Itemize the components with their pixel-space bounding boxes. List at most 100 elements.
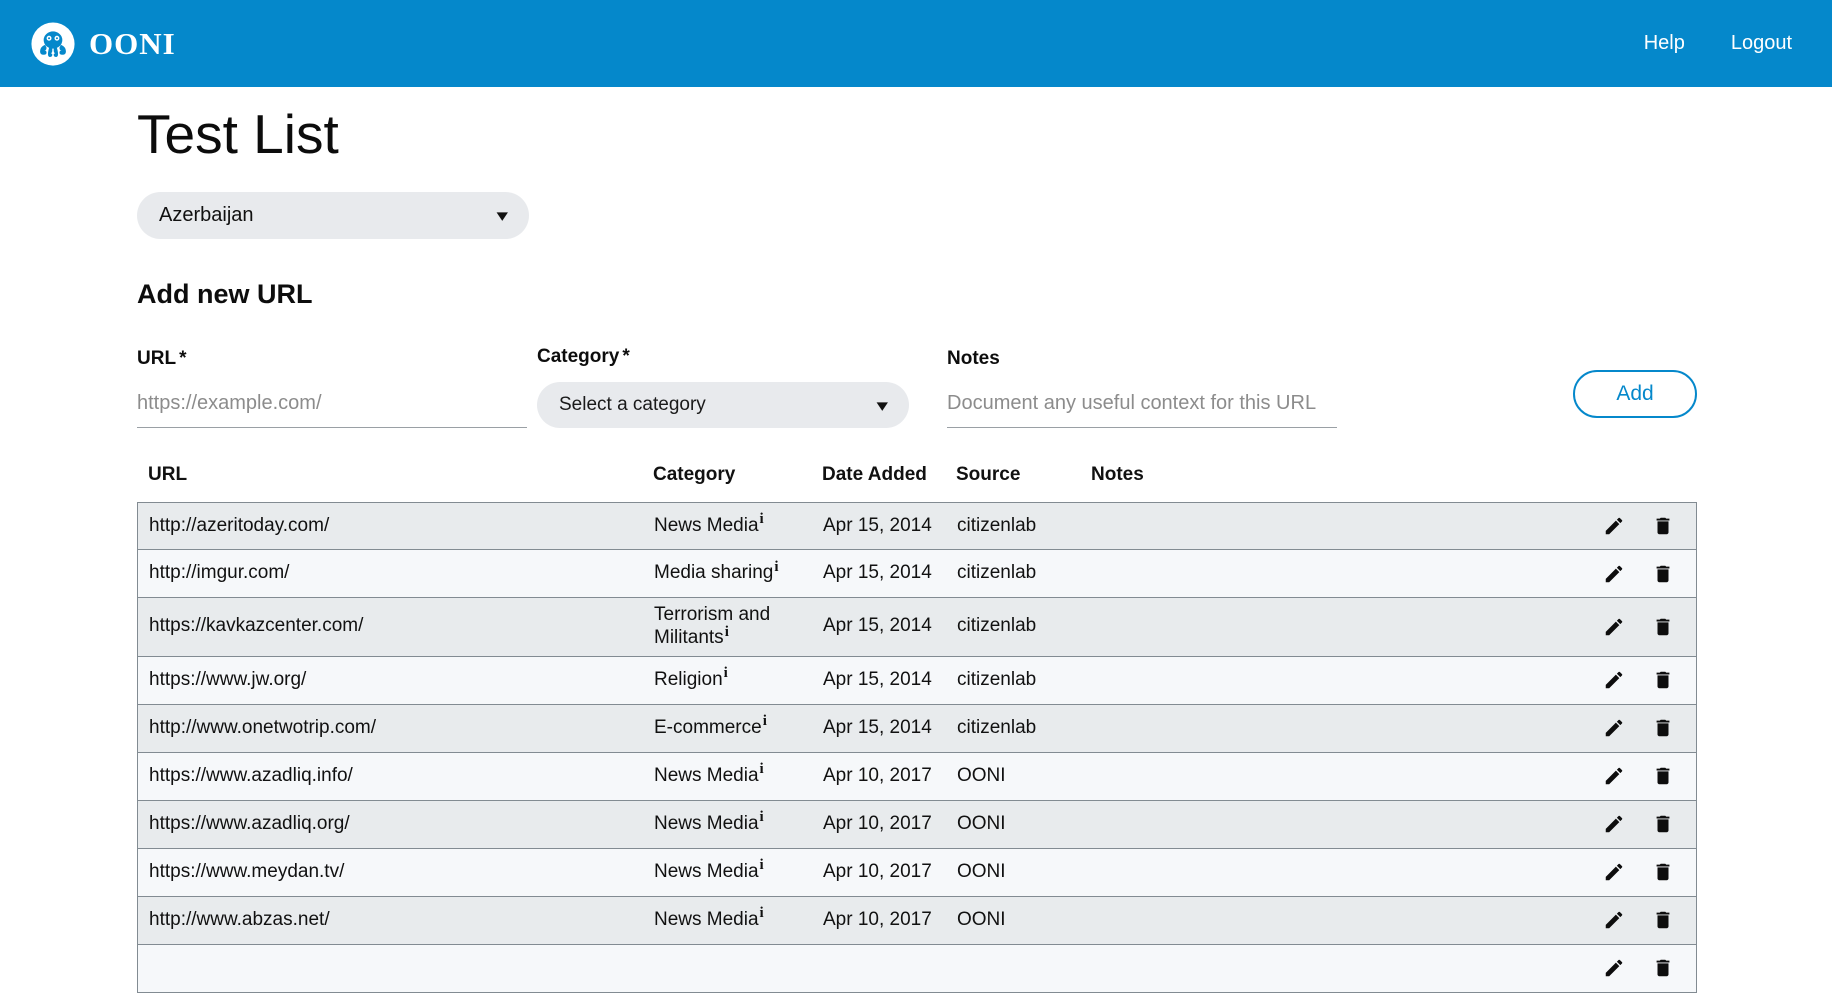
category-text: News Media <box>654 764 759 786</box>
source-cell: citizenlab <box>957 668 1037 690</box>
add-url-form: URL * Category * Select a category ▾ Not… <box>137 346 1697 429</box>
source-cell: OONI <box>957 860 1006 882</box>
trash-icon[interactable] <box>1652 669 1674 691</box>
category-info-icon[interactable]: i <box>759 511 764 528</box>
column-header-notes: Notes <box>1091 464 1144 486</box>
notes-input[interactable] <box>947 384 1337 429</box>
trash-icon[interactable] <box>1652 909 1674 931</box>
notes-cell <box>1092 914 1576 926</box>
pencil-icon[interactable] <box>1603 813 1625 835</box>
column-header-source: Source <box>956 464 1021 486</box>
category-info-icon[interactable]: i <box>759 905 764 922</box>
table-body: http://azeritoday.com/ News Mediai Apr 1… <box>137 502 1697 993</box>
date-added-cell: Apr 10, 2017 <box>823 764 932 786</box>
column-header-url: URL <box>148 464 188 486</box>
table-row: https://kavkazcenter.com/ Terrorism and … <box>137 598 1697 657</box>
table-row: http://azeritoday.com/ News Mediai Apr 1… <box>137 502 1697 551</box>
url-cell: https://kavkazcenter.com/ <box>149 615 364 637</box>
pencil-icon[interactable] <box>1603 616 1625 638</box>
table-row: https://www.meydan.tv/ News Mediai Apr 1… <box>137 848 1697 897</box>
source-cell: citizenlab <box>957 615 1037 637</box>
country-select-value: Azerbaijan <box>159 204 254 227</box>
notes-cell <box>1092 722 1576 734</box>
date-added-cell: Apr 10, 2017 <box>823 860 932 882</box>
pencil-icon[interactable] <box>1603 669 1625 691</box>
url-cell: https://www.azadliq.org/ <box>149 812 350 834</box>
pencil-icon[interactable] <box>1603 563 1625 585</box>
notes-cell <box>1092 866 1576 878</box>
app-header: OONI Help Logout <box>0 0 1832 87</box>
url-field-group: URL * <box>137 348 527 429</box>
table-row: http://imgur.com/ Media sharingi Apr 15,… <box>137 550 1697 599</box>
trash-icon[interactable] <box>1652 616 1674 638</box>
category-info-icon[interactable]: i <box>759 761 764 778</box>
category-cell <box>654 951 823 986</box>
help-link[interactable]: Help <box>1643 32 1685 54</box>
pencil-icon[interactable] <box>1603 957 1625 979</box>
trash-icon[interactable] <box>1652 717 1674 739</box>
category-info-icon[interactable]: i <box>774 558 779 575</box>
notes-field-label: Notes <box>947 348 1337 370</box>
date-added-cell: Apr 15, 2014 <box>823 615 932 637</box>
category-info-icon[interactable]: i <box>762 713 767 730</box>
header-nav: Help Logout <box>1644 32 1810 55</box>
table-row: https://www.azadliq.info/ News Mediai Ap… <box>137 752 1697 801</box>
category-info-icon[interactable]: i <box>759 857 764 874</box>
chevron-down-icon: ▾ <box>876 395 889 415</box>
source-cell: citizenlab <box>957 514 1037 536</box>
url-label-text: URL <box>137 348 177 370</box>
table-row: https://www.jw.org/ Religioni Apr 15, 20… <box>137 656 1697 705</box>
date-added-cell: Apr 15, 2014 <box>823 562 932 584</box>
trash-icon[interactable] <box>1652 765 1674 787</box>
ooni-octopus-logo-icon <box>30 21 76 67</box>
category-text: News Media <box>654 860 759 882</box>
category-info-icon[interactable]: i <box>724 623 729 640</box>
row-actions <box>1576 509 1696 543</box>
category-select[interactable]: Select a category ▾ <box>537 382 909 429</box>
pencil-icon[interactable] <box>1603 717 1625 739</box>
category-info-icon[interactable]: i <box>759 809 764 826</box>
date-added-cell: Apr 15, 2014 <box>823 668 932 690</box>
url-input[interactable] <box>137 384 527 429</box>
trash-icon[interactable] <box>1652 563 1674 585</box>
source-cell: citizenlab <box>957 562 1037 584</box>
main-content: Test List Azerbaijan ▾ Add new URL URL *… <box>0 103 1832 993</box>
row-actions <box>1576 663 1696 697</box>
category-cell: News Mediai <box>654 759 823 794</box>
pencil-icon[interactable] <box>1603 909 1625 931</box>
url-cell: https://www.jw.org/ <box>149 668 307 690</box>
ooni-home-link[interactable]: OONI <box>30 21 176 67</box>
add-url-heading: Add new URL <box>137 279 313 310</box>
category-info-icon[interactable]: i <box>723 665 728 682</box>
category-field-group: Category * Select a category ▾ <box>537 346 909 429</box>
category-cell: Media sharingi <box>654 556 823 591</box>
country-select[interactable]: Azerbaijan ▾ <box>137 192 529 240</box>
table-row: https://www.azadliq.org/ News Mediai Apr… <box>137 800 1697 849</box>
pencil-icon[interactable] <box>1603 765 1625 787</box>
url-cell: http://www.onetwotrip.com/ <box>149 716 377 738</box>
row-actions <box>1576 807 1696 841</box>
notes-label-text: Notes <box>947 348 1000 370</box>
url-cell: http://azeritoday.com/ <box>149 514 330 536</box>
required-asterisk: * <box>622 346 630 368</box>
category-text: News Media <box>654 908 759 930</box>
source-cell <box>957 962 1092 974</box>
logout-link[interactable]: Logout <box>1730 32 1792 54</box>
notes-cell <box>1092 962 1576 974</box>
trash-icon[interactable] <box>1652 957 1674 979</box>
notes-cell <box>1092 520 1576 532</box>
add-button[interactable]: Add <box>1573 370 1697 419</box>
trash-icon[interactable] <box>1652 861 1674 883</box>
notes-cell <box>1092 621 1576 633</box>
category-cell: Terrorism and Militantsi <box>654 598 823 656</box>
trash-icon[interactable] <box>1652 515 1674 537</box>
pencil-icon[interactable] <box>1603 861 1625 883</box>
category-cell: Religioni <box>654 663 823 698</box>
category-text: News Media <box>654 812 759 834</box>
url-cell <box>138 962 654 974</box>
pencil-icon[interactable] <box>1603 515 1625 537</box>
column-header-category: Category <box>653 464 736 486</box>
category-cell: E-commercei <box>654 711 823 746</box>
page-title: Test List <box>137 103 339 165</box>
trash-icon[interactable] <box>1652 813 1674 835</box>
